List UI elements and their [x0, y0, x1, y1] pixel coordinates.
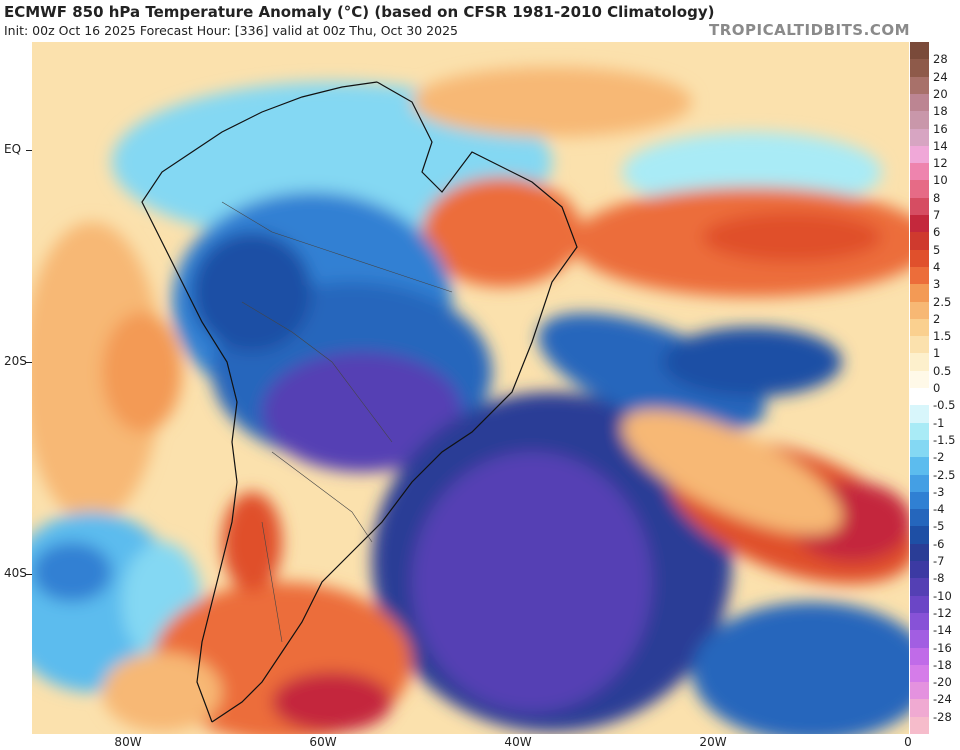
colorbar-label: -4	[933, 502, 945, 517]
colorbar-swatch	[910, 457, 929, 475]
colorbar-swatch	[910, 682, 929, 700]
colorbar-swatch	[910, 543, 929, 562]
site-credit: TROPICALTIDBITS.COM	[709, 21, 910, 39]
colorbar-swatch	[910, 630, 929, 648]
colorbar-swatch	[910, 405, 929, 424]
colorbar-label: -0.5	[933, 398, 956, 413]
colorbar-label: 2.5	[933, 294, 952, 309]
lon-label-80w: 80W	[114, 735, 142, 749]
colorbar-swatch	[910, 336, 929, 354]
colorbar-swatch	[910, 716, 929, 735]
colorbar-label: 18	[933, 104, 948, 119]
colorbar-label: 7	[933, 208, 941, 222]
colorbar-label: 28	[933, 52, 948, 67]
colorbar-swatch	[910, 370, 929, 389]
colorbar-swatch	[910, 59, 929, 78]
lon-label-0: 0	[904, 735, 912, 749]
lat-label-20s: 20S	[4, 354, 27, 368]
colorbar-label: -16	[933, 640, 952, 655]
colorbar-label: -14	[933, 623, 952, 638]
colorbar-swatch	[910, 111, 929, 129]
colorbar-label: -20	[933, 675, 952, 690]
colorbar-swatch	[910, 388, 929, 406]
colorbar-swatch	[910, 42, 929, 60]
lat-tick	[26, 150, 32, 151]
colorbar-label: -7	[933, 554, 945, 568]
colorbar-swatch	[910, 301, 929, 320]
colorbar-label: 24	[933, 69, 948, 84]
colorbar-swatch	[910, 197, 929, 216]
colorbar-swatch	[910, 439, 929, 458]
anomaly-map	[32, 42, 909, 734]
colorbar-label: 2	[933, 311, 941, 326]
colorbar-label: 4	[933, 259, 941, 274]
colorbar-label: 1	[933, 346, 941, 361]
colorbar-label: -18	[933, 657, 952, 672]
colorbar-label: -10	[933, 588, 952, 603]
colorbar-swatch	[910, 595, 929, 614]
colorbar-label: -12	[933, 605, 952, 620]
colorbar-swatch	[910, 128, 929, 147]
colorbar-swatch	[910, 180, 929, 199]
colorbar-label: 14	[933, 138, 948, 153]
colorbar-swatch	[910, 491, 929, 510]
colorbar-swatch	[910, 266, 929, 285]
colorbar-label: 0	[933, 381, 941, 395]
colorbar-label: 10	[933, 173, 948, 188]
map-subtitle: Init: 00z Oct 16 2025 Forecast Hour: [33…	[4, 23, 458, 38]
colorbar-swatch	[910, 612, 929, 631]
lon-label-60w: 60W	[309, 735, 337, 749]
colorbar-label: -24	[933, 692, 952, 707]
colorbar-swatch	[910, 249, 929, 268]
colorbar-label: 6	[933, 225, 941, 240]
colorbar-swatch	[910, 163, 929, 181]
colorbar-label: 3	[933, 277, 941, 292]
colorbar-swatch	[910, 215, 929, 233]
colorbar-label: 8	[933, 190, 941, 205]
colorbar-swatch	[910, 699, 929, 718]
colorbar-swatch	[910, 664, 929, 683]
colorbar-swatch	[910, 647, 929, 666]
colorbar-swatch	[910, 422, 929, 441]
colorbar-label: -2	[933, 450, 945, 465]
colorbar-swatch	[910, 578, 929, 597]
colorbar-label: 12	[933, 156, 948, 171]
colorbar-swatch	[910, 76, 929, 95]
colorbar-label: -1	[933, 415, 945, 430]
colorbar-label: 1.5	[933, 329, 952, 344]
lon-label-40w: 40W	[504, 735, 532, 749]
colorbar-label: 0.5	[933, 363, 952, 378]
lon-label-20w: 20W	[699, 735, 727, 749]
colorbar-swatch	[910, 353, 929, 372]
colorbar-label: -6	[933, 536, 945, 551]
colorbar-label: -2.5	[933, 467, 956, 482]
colorbar-label: -28	[933, 709, 952, 724]
colorbar-label: -1.5	[933, 432, 956, 447]
map-title: ECMWF 850 hPa Temperature Anomaly (°C) (…	[4, 3, 715, 21]
colorbar-label: 5	[933, 242, 941, 257]
colorbar-label: 20	[933, 86, 948, 101]
colorbar-label: -3	[933, 484, 945, 499]
colorbar-swatch	[910, 145, 929, 164]
colorbar-legend: 28 24 20 18 16 14 12 10 8 7 6 5 4 3 2.5 2 1.5 1 0.5 0 -0.5 -1…	[909, 42, 960, 735]
colorbar-swatch	[910, 284, 929, 302]
colorbar-label: 16	[933, 121, 948, 136]
lat-tick	[26, 362, 32, 363]
coastline-lines	[141, 81, 578, 723]
colorbar-swatch	[910, 93, 929, 112]
lat-tick	[26, 574, 32, 575]
colorbar-swatch	[910, 474, 929, 493]
colorbar-label: -8	[933, 571, 945, 586]
lat-label-40s: 40S	[4, 566, 27, 580]
border-lines	[221, 201, 453, 643]
colorbar-swatch	[910, 526, 929, 545]
colorbar-swatch	[910, 232, 929, 251]
colorbar-label: -5	[933, 519, 945, 534]
lat-label-eq: EQ	[4, 142, 22, 156]
colorbar-swatch	[910, 561, 929, 579]
colorbar-swatch	[910, 509, 929, 527]
colorbar-swatch	[910, 318, 929, 337]
